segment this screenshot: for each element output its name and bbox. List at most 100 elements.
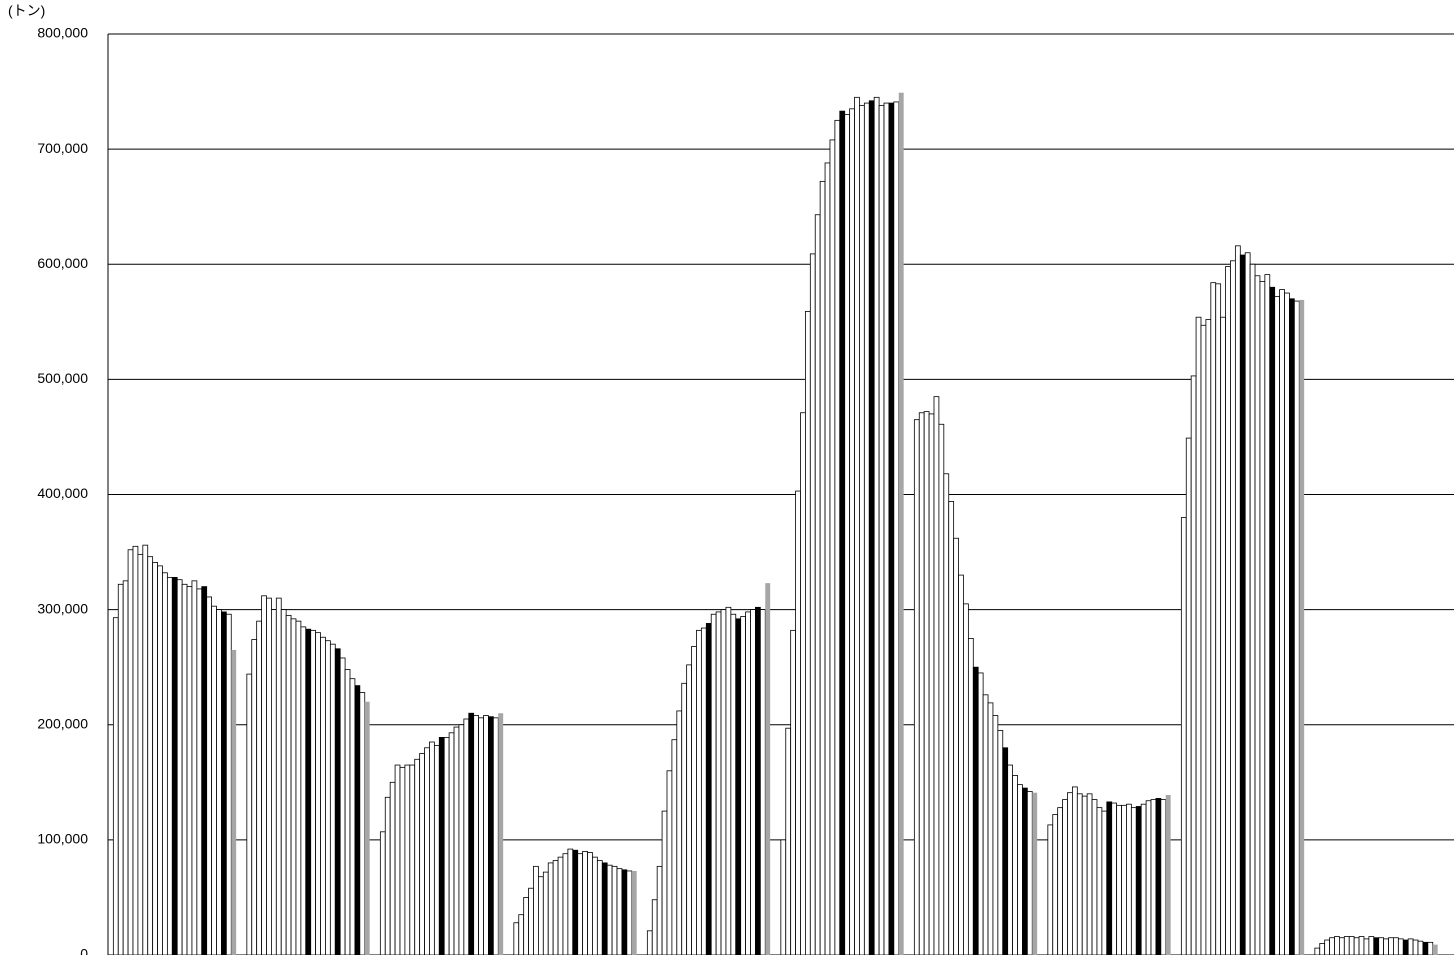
bar: [404, 764, 411, 955]
bar: [863, 102, 870, 955]
bar: [888, 102, 895, 955]
bar: [735, 618, 742, 955]
bar: [1165, 794, 1171, 955]
bar: [152, 562, 158, 955]
bar: [809, 253, 816, 955]
y-tick-label: 600,000: [37, 255, 88, 271]
bar: [676, 710, 683, 955]
bar: [448, 732, 455, 955]
bar: [1047, 824, 1054, 955]
bar: [246, 673, 253, 955]
bar: [364, 701, 370, 955]
bar: [181, 583, 188, 955]
bar: [1096, 807, 1103, 955]
y-tick-label: 200,000: [37, 715, 88, 731]
bar: [1339, 937, 1345, 955]
bar: [157, 565, 163, 955]
bar: [987, 702, 994, 955]
bar: [1185, 437, 1192, 955]
bar: [1225, 266, 1231, 955]
bar: [1284, 292, 1290, 955]
bar: [142, 544, 149, 955]
bar: [1432, 944, 1438, 955]
bar: [201, 586, 208, 955]
bar: [696, 629, 702, 955]
bar: [819, 180, 826, 955]
bar: [518, 914, 525, 955]
bar: [216, 609, 222, 955]
bar: [587, 852, 593, 955]
bar: [977, 672, 984, 955]
bar: [424, 747, 430, 955]
bar: [1358, 936, 1365, 955]
bar: [854, 96, 860, 955]
bar: [329, 643, 336, 955]
bar: [631, 870, 637, 955]
bar: [1155, 798, 1162, 955]
bar: [513, 922, 520, 955]
bar: [582, 850, 588, 955]
bar: [275, 597, 282, 955]
bar: [785, 727, 792, 955]
bar: [1397, 938, 1404, 955]
bar: [458, 724, 465, 955]
bar: [1329, 937, 1335, 955]
bar: [1244, 252, 1251, 955]
bar: [661, 810, 668, 955]
bar: [1378, 937, 1385, 955]
bar: [1343, 936, 1350, 955]
bar: [611, 865, 618, 955]
bar: [859, 104, 865, 955]
bar: [606, 864, 613, 955]
bar: [112, 617, 119, 955]
bar: [1062, 799, 1068, 955]
bar: [1140, 803, 1147, 955]
bar: [893, 101, 900, 955]
bar: [616, 868, 623, 955]
bar: [127, 549, 134, 955]
bar: [592, 856, 598, 955]
bar: [800, 412, 806, 955]
bar: [1145, 800, 1152, 955]
bar: [1116, 804, 1122, 955]
bar: [1230, 260, 1236, 955]
bar: [972, 666, 979, 955]
bar: [1334, 936, 1340, 955]
bar: [394, 764, 401, 955]
bar: [538, 876, 544, 955]
bar: [1205, 319, 1212, 955]
bar: [256, 620, 262, 955]
bar: [547, 862, 554, 955]
bar: [923, 411, 930, 955]
bar: [671, 739, 678, 955]
bar: [878, 104, 885, 955]
bar: [963, 603, 969, 955]
bar: [122, 580, 129, 955]
bar: [453, 726, 460, 955]
bar: [266, 597, 272, 955]
bar: [1299, 299, 1305, 955]
y-tick-label: 800,000: [37, 25, 88, 41]
bar: [344, 669, 351, 955]
bar: [473, 715, 479, 955]
bar: [562, 853, 569, 955]
bar: [953, 537, 959, 955]
bar: [572, 849, 579, 955]
bar: [646, 930, 653, 955]
bar: [414, 758, 421, 955]
bar: [261, 595, 267, 955]
bar: [557, 856, 564, 955]
bar: [1427, 941, 1434, 955]
bar: [384, 796, 391, 955]
bar: [552, 860, 559, 955]
bar: [656, 865, 663, 955]
bar: [1348, 936, 1355, 955]
bar: [755, 606, 761, 955]
bar: [389, 781, 396, 955]
bar: [834, 119, 841, 955]
bar: [433, 745, 440, 955]
bar: [528, 887, 534, 955]
bar: [1076, 793, 1083, 955]
bar: [1259, 281, 1266, 955]
y-tick-label: 400,000: [37, 485, 88, 501]
